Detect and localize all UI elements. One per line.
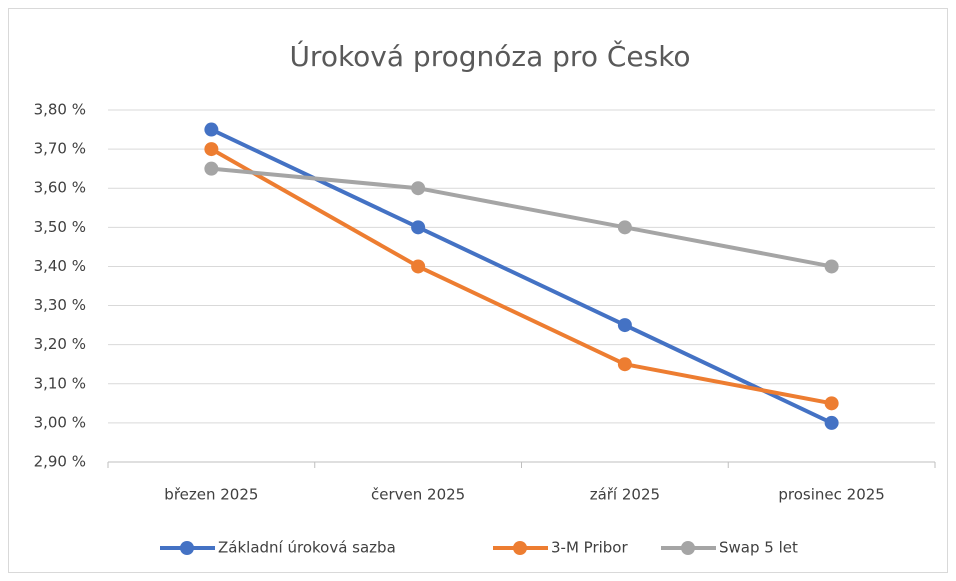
y-tick-label: 3,20 %: [34, 335, 86, 353]
y-tick-label: 3,60 %: [34, 179, 86, 197]
y-tick-label: 3,00 %: [34, 413, 86, 431]
point-marker: [824, 415, 839, 430]
series-line: [211, 166, 832, 269]
x-tick-label: březen 2025: [164, 486, 258, 504]
legend-marker: [180, 541, 194, 555]
point-marker: [617, 220, 632, 235]
y-tick-label: 3,10 %: [34, 374, 86, 392]
point-marker: [204, 161, 219, 176]
x-tick-label: prosinec 2025: [778, 486, 884, 504]
point-marker: [824, 396, 839, 411]
legend-label: Swap 5 let: [719, 539, 798, 557]
point-marker: [617, 357, 632, 372]
point-marker: [411, 259, 426, 274]
x-tick-label: červen 2025: [371, 486, 465, 504]
y-tick-label: 3,50 %: [34, 218, 86, 236]
point-marker: [411, 220, 426, 235]
y-tick-label: 2,90 %: [34, 453, 86, 471]
y-tick-label: 3,70 %: [34, 140, 86, 158]
point-marker: [617, 318, 632, 333]
legend-label: 3-M Pribor: [551, 539, 628, 557]
point-marker: [204, 122, 219, 137]
point-marker: [824, 259, 839, 274]
y-tick-label: 3,30 %: [34, 296, 86, 314]
point-marker: [411, 181, 426, 196]
point-marker: [204, 142, 219, 157]
legend-marker: [681, 541, 695, 555]
chart-title: Úroková prognóza pro Česko: [289, 39, 690, 73]
chart-border: [8, 8, 948, 573]
legend-marker: [513, 541, 527, 555]
x-tick-label: září 2025: [590, 486, 660, 504]
y-tick-label: 3,40 %: [34, 257, 86, 275]
series-line: [210, 147, 832, 406]
legend-label: Základní úroková sazba: [218, 539, 396, 557]
y-tick-label: 3,80 %: [34, 101, 86, 119]
